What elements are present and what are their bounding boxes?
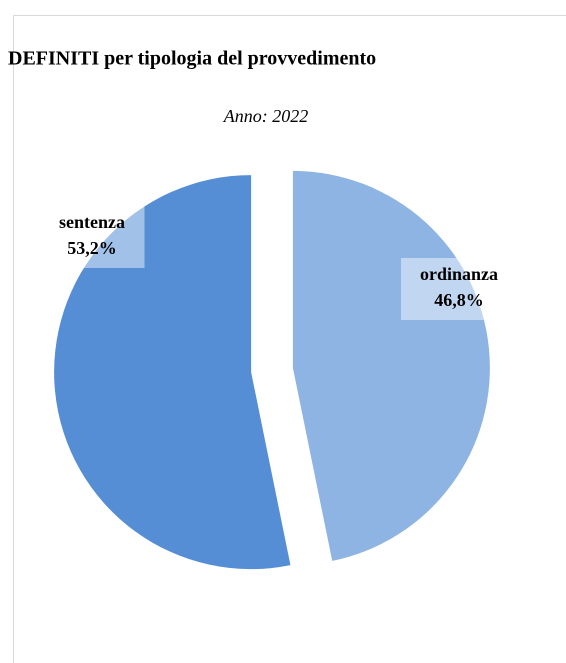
chart-subtitle: Anno: 2022: [223, 106, 309, 126]
label-box: [401, 258, 517, 320]
chart-title: DEFINITI per tipologia del provvedimento: [8, 48, 376, 70]
chart-frame: [13, 15, 566, 663]
slices: [54, 170, 490, 570]
pie-slice: [54, 175, 291, 570]
labels: ordinanza 46,8% sentenza 53,2%: [39, 206, 517, 320]
label-box: [39, 206, 145, 268]
value-label: 46,8%: [434, 290, 484, 310]
slice-label: ordinanza: [420, 264, 498, 284]
slice-label: sentenza: [59, 212, 125, 232]
value-label: 53,2%: [67, 238, 117, 258]
pie-slice: [292, 170, 490, 561]
